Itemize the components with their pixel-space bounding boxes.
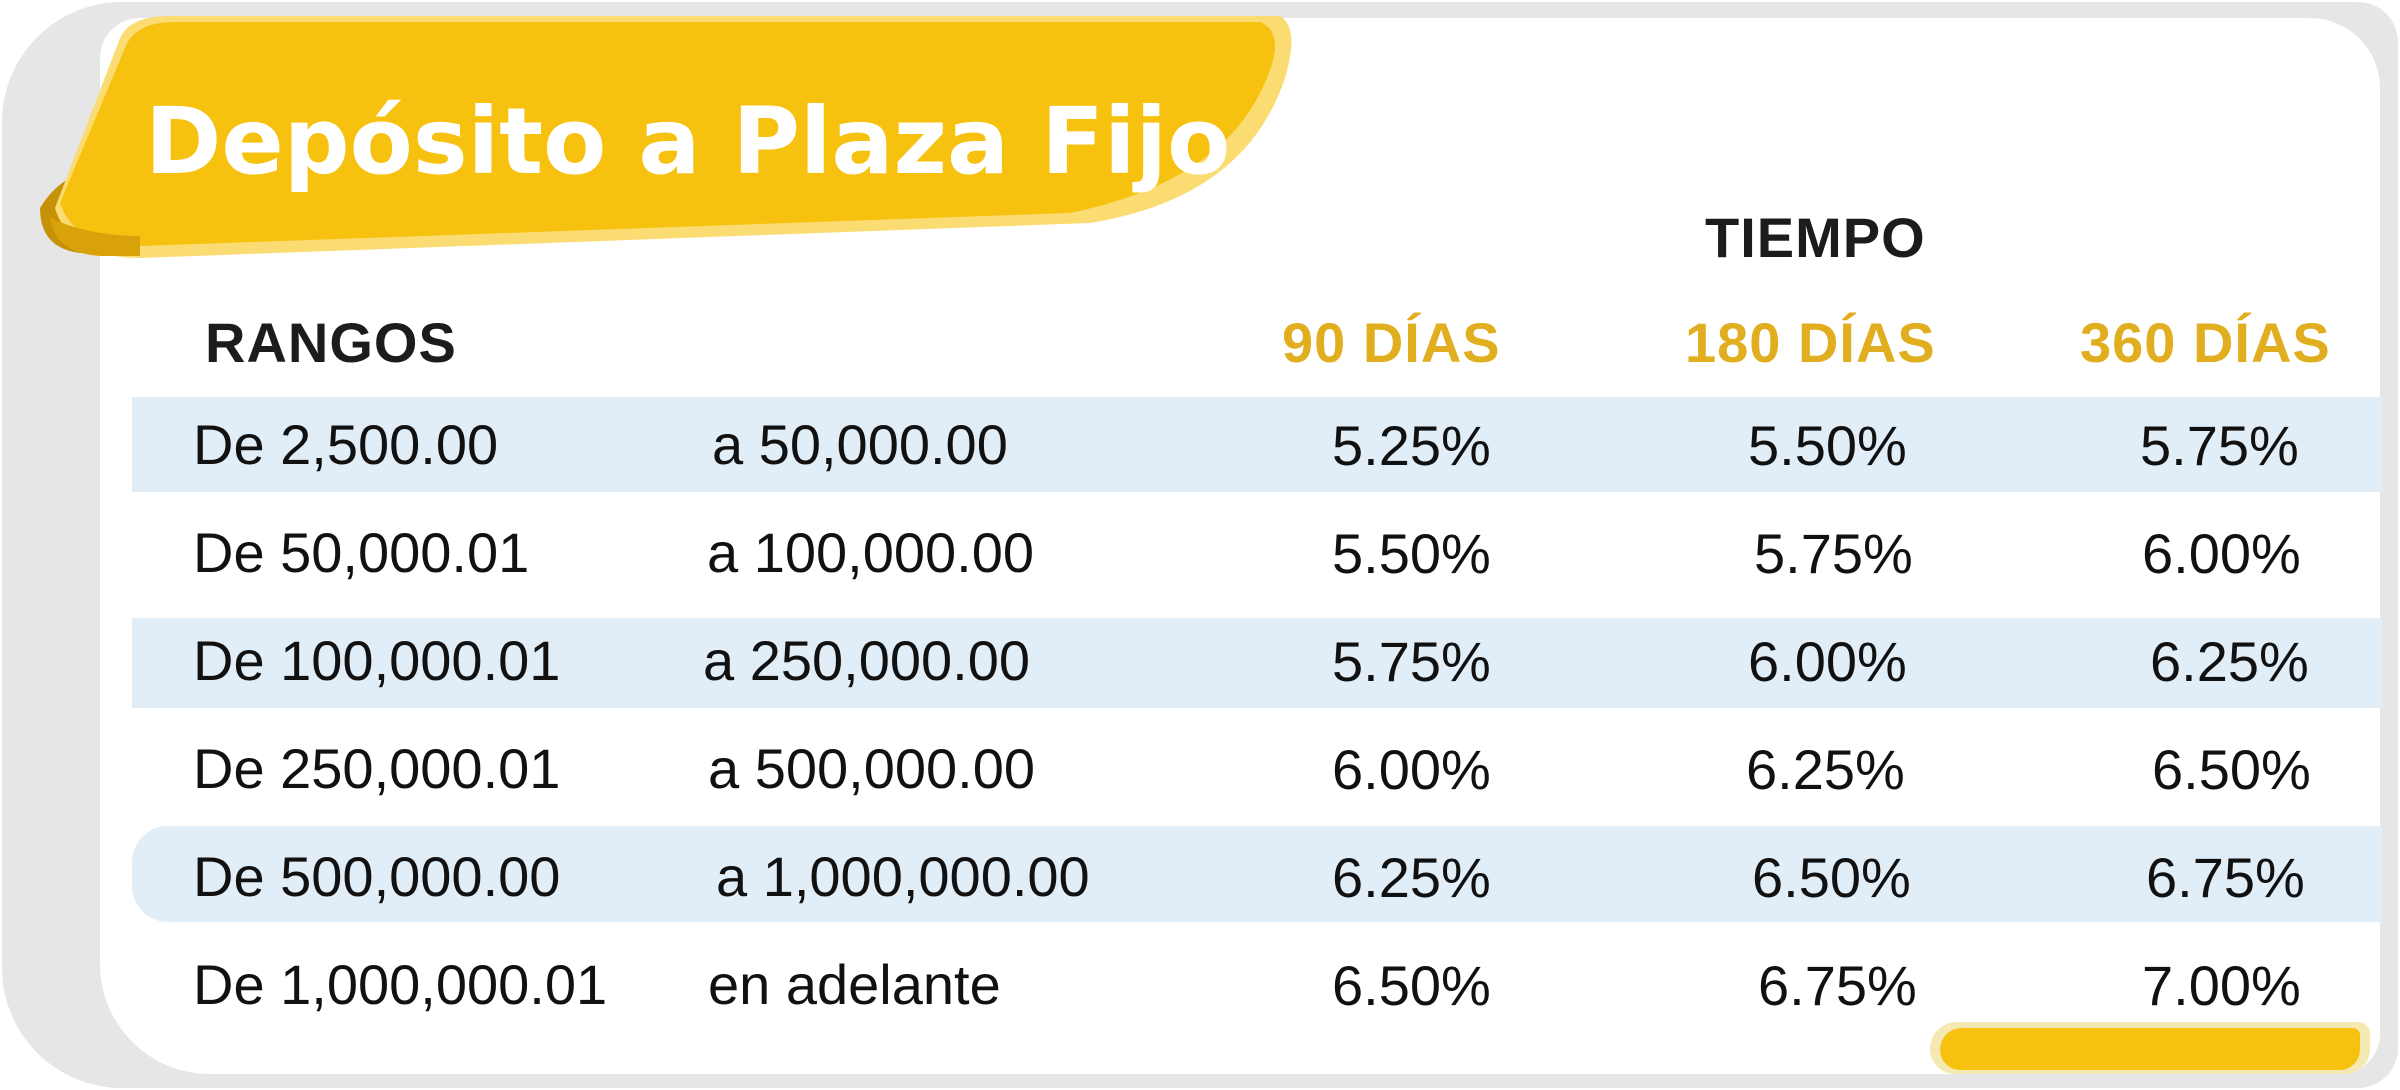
bottom-accent-tab xyxy=(1940,1028,2360,1070)
rate-360: 6.75% xyxy=(2146,846,2305,909)
title-ribbon xyxy=(30,8,1300,273)
rate-180: 6.75% xyxy=(1758,954,1917,1017)
rate-360: 6.00% xyxy=(2142,522,2301,585)
page-title: Depósito a Plaza Fijo xyxy=(145,88,1231,195)
rate-180: 6.00% xyxy=(1748,630,1907,693)
rate-90: 5.50% xyxy=(1332,522,1491,585)
range-from: De 100,000.01 xyxy=(193,629,561,692)
rate-180: 5.75% xyxy=(1754,522,1913,585)
rate-90: 6.50% xyxy=(1332,954,1491,1017)
row-stripe xyxy=(132,397,2382,492)
rate-90: 6.25% xyxy=(1332,846,1491,909)
range-from: De 500,000.00 xyxy=(193,845,561,908)
range-to: en adelante xyxy=(708,953,1001,1016)
rate-360: 5.75% xyxy=(2140,414,2299,477)
range-from: De 2,500.00 xyxy=(193,413,499,476)
range-to: a 50,000.00 xyxy=(712,413,1008,476)
term-header-90: 90 DÍAS xyxy=(1282,311,1501,374)
row-stripe xyxy=(132,826,2382,922)
term-header-360: 360 DÍAS xyxy=(2080,311,2331,374)
rate-360: 7.00% xyxy=(2142,954,2301,1017)
range-to: a 1,000,000.00 xyxy=(716,845,1090,908)
range-from: De 1,000,000.01 xyxy=(193,953,608,1016)
range-from: De 50,000.01 xyxy=(193,521,530,584)
rate-360: 6.50% xyxy=(2152,738,2311,801)
range-to: a 100,000.00 xyxy=(707,521,1034,584)
rate-360: 6.25% xyxy=(2150,630,2309,693)
range-to: a 500,000.00 xyxy=(708,737,1035,800)
time-group-header: TIEMPO xyxy=(1705,206,1926,269)
rate-90: 5.75% xyxy=(1332,630,1491,693)
rate-180: 5.50% xyxy=(1748,414,1907,477)
rate-180: 6.50% xyxy=(1752,846,1911,909)
rate-180: 6.25% xyxy=(1746,738,1905,801)
range-from: De 250,000.01 xyxy=(193,737,561,800)
rate-90: 6.00% xyxy=(1332,738,1491,801)
row-stripe xyxy=(132,618,2382,708)
term-header-180: 180 DÍAS xyxy=(1685,311,1936,374)
rate-90: 5.25% xyxy=(1332,414,1491,477)
range-to: a 250,000.00 xyxy=(703,629,1030,692)
ranges-header: RANGOS xyxy=(205,311,457,374)
